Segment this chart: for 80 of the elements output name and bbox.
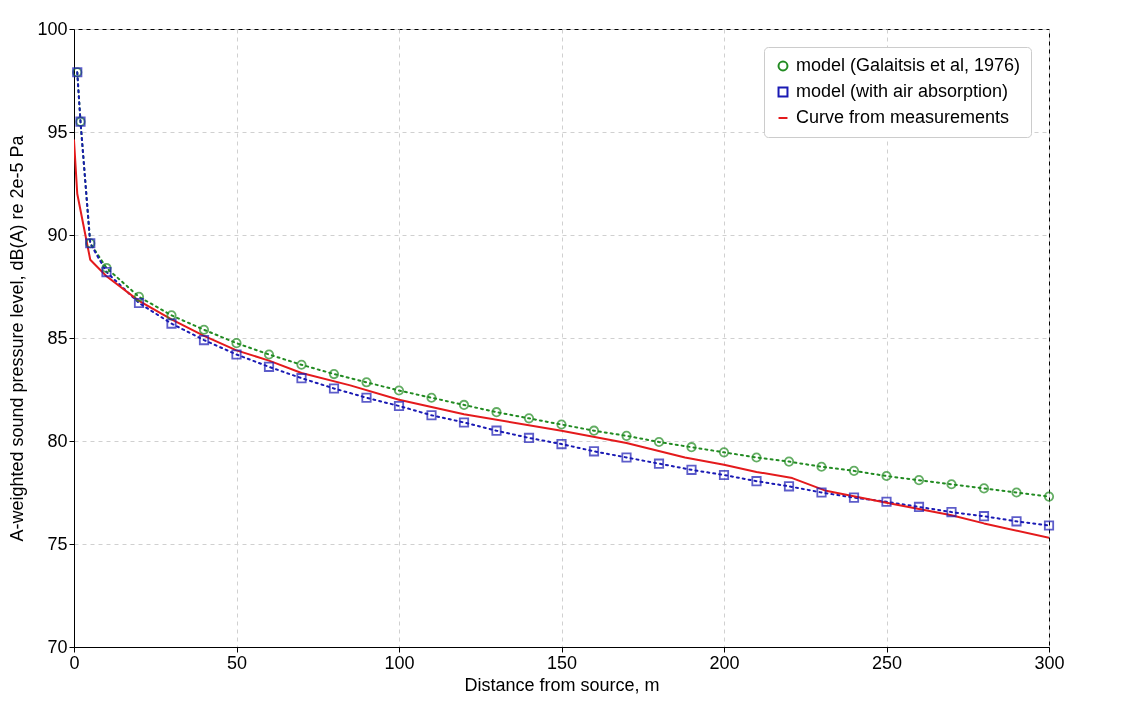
- y-tick-label: 75: [47, 533, 68, 554]
- point: [231, 338, 242, 349]
- point: [523, 432, 535, 443]
- x-tick-label: 0: [69, 652, 80, 673]
- point: [263, 361, 275, 372]
- point: [296, 359, 307, 370]
- legend-label: Curve from measurements: [796, 107, 1010, 127]
- point: [913, 501, 925, 512]
- y-tick-label: 70: [47, 636, 68, 657]
- point: [881, 470, 892, 482]
- y-tick-label: 95: [47, 121, 68, 142]
- point: [101, 267, 112, 278]
- legend-label: model (Galaitsis et al, 1976): [796, 55, 1021, 75]
- point: [946, 506, 957, 518]
- x-axis-title: Distance from source, m: [464, 674, 660, 695]
- point: [588, 425, 600, 436]
- legend-label: model (with air absorption): [796, 81, 1009, 101]
- point: [458, 399, 470, 411]
- point: [653, 458, 665, 469]
- point: [328, 383, 340, 394]
- point: [393, 400, 405, 412]
- point: [588, 446, 600, 457]
- y-tick-label: 85: [47, 327, 68, 348]
- point: [913, 475, 925, 486]
- point: [198, 324, 210, 335]
- point: [621, 452, 632, 463]
- point: [166, 310, 177, 321]
- point: [978, 483, 990, 494]
- point: [653, 436, 665, 448]
- point: [816, 487, 827, 498]
- x-tick-label: 250: [871, 652, 903, 673]
- point: [458, 417, 470, 428]
- point: [263, 349, 275, 360]
- point: [101, 262, 112, 274]
- x-tick-label: 300: [1034, 652, 1065, 673]
- point: [133, 297, 145, 309]
- point: [718, 469, 730, 481]
- point: [361, 392, 372, 403]
- point: [361, 377, 372, 388]
- x-tick-label: 150: [546, 652, 578, 673]
- point: [296, 373, 307, 384]
- point: [848, 492, 860, 503]
- point: [491, 407, 502, 418]
- point: [751, 476, 762, 487]
- x-tick-label: 50: [226, 652, 248, 673]
- point: [393, 385, 405, 396]
- point: [523, 413, 535, 424]
- point: [848, 465, 860, 476]
- point: [978, 511, 990, 522]
- point: [881, 496, 892, 507]
- point: [751, 452, 762, 463]
- point: [686, 464, 697, 475]
- point: [1043, 520, 1055, 531]
- point: [1011, 487, 1022, 498]
- point: [198, 334, 210, 346]
- point: [1043, 491, 1055, 502]
- point: [328, 368, 340, 380]
- point: [133, 291, 145, 302]
- y-tick-label: 80: [47, 430, 68, 451]
- point: [556, 419, 567, 430]
- point: [816, 461, 827, 472]
- point: [491, 425, 502, 436]
- x-tick-label: 100: [384, 652, 415, 673]
- point: [946, 479, 957, 490]
- point: [783, 481, 795, 492]
- y-axis-title: A-weighted sound pressure level, dB(A) re 2e-5 Pa: [7, 134, 28, 542]
- point: [1011, 516, 1022, 527]
- point: [426, 410, 437, 421]
- y-tick-label: 100: [37, 18, 68, 39]
- point: [166, 318, 177, 329]
- x-tick-label: 200: [709, 652, 740, 673]
- point: [783, 456, 795, 467]
- point: [556, 439, 567, 450]
- line-series: [74, 139, 1049, 539]
- point: [426, 392, 437, 403]
- point: [231, 349, 242, 360]
- y-tick-label: 90: [47, 224, 68, 245]
- point: [718, 447, 730, 458]
- point: [686, 442, 697, 453]
- point: [621, 430, 632, 441]
